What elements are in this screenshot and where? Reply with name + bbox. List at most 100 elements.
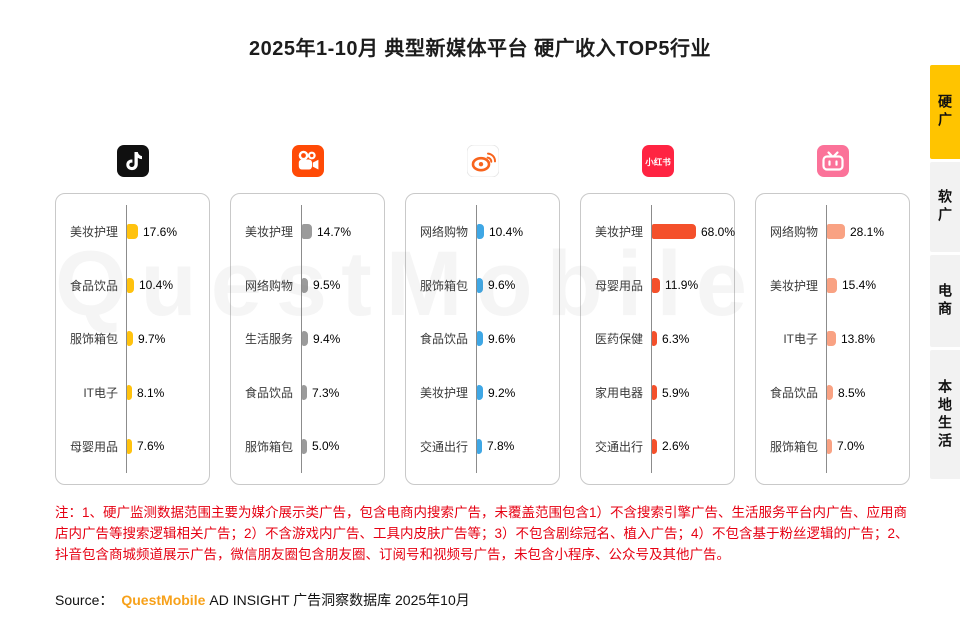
- industry-label: 美妆护理: [69, 225, 118, 240]
- bar: [827, 385, 833, 401]
- bar-value: 9.4%: [313, 331, 341, 346]
- bar: [477, 331, 483, 347]
- bar: [827, 277, 837, 293]
- industry-label: IT电子: [83, 386, 118, 401]
- bar: [127, 331, 133, 347]
- bar-area: 10.4%: [476, 205, 553, 259]
- source-suffix: AD INSIGHT 广告洞察数据库 2025年10月: [209, 592, 470, 608]
- bar-area: 11.9%: [651, 258, 728, 313]
- bar-area: 8.5%: [826, 365, 903, 420]
- platform-panel-xiaohongshu: 小红书美妆护理 68.0% 母婴用品 11.9% 医药保健 6.3% 家用电器 5.9% 交通出…: [580, 145, 735, 485]
- industry-row: 服饰箱包 7.0%: [758, 419, 903, 473]
- bar: [827, 438, 832, 454]
- industry-label: 生活服务: [244, 332, 293, 347]
- kuaishou-icon: [291, 145, 324, 177]
- bar-area: 2.6%: [651, 419, 728, 473]
- bilibili-icon: [816, 145, 849, 177]
- bar-value: 11.9%: [665, 278, 699, 293]
- side-tab-soft-ad[interactable]: 软广: [930, 162, 960, 252]
- side-tab-local-life[interactable]: 本地生活: [930, 350, 960, 479]
- footnote-text: 注：1、硬广监测数据范围主要为媒介展示类广告，包含电商内搜索广告，未覆盖范围包含…: [55, 505, 909, 562]
- bar-value: 9.6%: [488, 278, 516, 293]
- industry-label: 服饰箱包: [244, 439, 293, 454]
- bar-area: 9.7%: [126, 312, 203, 366]
- bar-area: 17.6%: [126, 205, 203, 259]
- bar-area: 9.4%: [301, 312, 378, 366]
- side-tab-hard-ad[interactable]: 硬广: [930, 65, 960, 159]
- bar-value: 2.6%: [662, 439, 690, 454]
- bar-area: 15.4%: [826, 258, 903, 313]
- bar: [477, 438, 482, 454]
- bar-value: 8.1%: [137, 385, 165, 400]
- platform-panels: 美妆护理 17.6% 食品饮品 10.4% 服饰箱包 9.7% IT电子 8.1% 母婴用品 7.…: [55, 145, 910, 485]
- bar-value: 15.4%: [842, 278, 877, 293]
- bar-value: 9.5%: [313, 278, 341, 293]
- platform-panel-douyin: 美妆护理 17.6% 食品饮品 10.4% 服饰箱包 9.7% IT电子 8.1% 母婴用品 7.…: [55, 145, 210, 485]
- bar-value: 68.0%: [701, 224, 736, 239]
- bar-area: 68.0%: [651, 205, 735, 259]
- bar-area: 9.5%: [301, 258, 378, 313]
- platform-panel-kuaishou: 美妆护理 14.7% 网络购物 9.5% 生活服务 9.4% 食品饮品 7.3% 服饰箱包 5.0…: [230, 145, 385, 485]
- industry-row: 交通出行 2.6%: [583, 419, 728, 473]
- industry-row: 服饰箱包 9.7%: [58, 312, 203, 366]
- source-line: Source： QuestMobile AD INSIGHT 广告洞察数据库 202…: [55, 590, 470, 610]
- industry-label: 母婴用品: [594, 278, 643, 293]
- bar-area: 5.0%: [301, 419, 378, 473]
- industry-label: 母婴用品: [69, 439, 118, 454]
- bar-area: 7.8%: [476, 419, 553, 473]
- bar: [127, 277, 134, 293]
- bar-area: 9.2%: [476, 365, 553, 420]
- industry-label: 网络购物: [769, 225, 818, 240]
- bar: [652, 224, 696, 240]
- bar-value: 8.5%: [838, 385, 866, 400]
- industry-label: 网络购物: [244, 278, 293, 293]
- bar-value: 9.6%: [488, 331, 516, 346]
- industry-row: 食品饮品 9.6%: [408, 312, 553, 366]
- industry-row: 母婴用品 7.6%: [58, 419, 203, 473]
- bar: [302, 385, 307, 401]
- bar-value: 7.6%: [137, 439, 165, 454]
- bar-area: 9.6%: [476, 312, 553, 366]
- industry-row: 医药保健 6.3%: [583, 312, 728, 366]
- bar-value: 7.8%: [487, 439, 515, 454]
- industry-row: 美妆护理 68.0%: [583, 205, 735, 259]
- side-tab-ecommerce[interactable]: 电商: [930, 255, 960, 347]
- industry-row: 美妆护理 9.2%: [408, 365, 553, 420]
- bar: [127, 438, 132, 454]
- bar-value: 10.4%: [139, 278, 174, 293]
- industry-label: 美妆护理: [419, 386, 468, 401]
- top5-box-weibo: 网络购物 10.4% 服饰箱包 9.6% 食品饮品 9.6% 美妆护理 9.2% 交通出行 7.8…: [405, 193, 560, 485]
- industry-label: 网络购物: [419, 225, 468, 240]
- top5-box-kuaishou: 美妆护理 14.7% 网络购物 9.5% 生活服务 9.4% 食品饮品 7.3% 服饰箱包 5.0…: [230, 193, 385, 485]
- bar-value: 7.0%: [837, 439, 865, 454]
- page-title: 2025年1-10月 典型新媒体平台 硬广收入TOP5行业: [248, 38, 711, 60]
- bar-area: 13.8%: [826, 312, 903, 366]
- industry-label: 家用电器: [594, 386, 643, 401]
- xiaohongshu-icon: 小红书: [641, 145, 674, 177]
- bar-value: 5.9%: [662, 385, 690, 400]
- platform-panel-weibo: 网络购物 10.4% 服饰箱包 9.6% 食品饮品 9.6% 美妆护理 9.2% 交通出行 7.8…: [405, 145, 560, 485]
- industry-label: 交通出行: [419, 439, 468, 454]
- industry-row: 网络购物 9.5%: [233, 258, 378, 313]
- bar: [652, 277, 660, 293]
- industry-label: 食品饮品: [69, 278, 118, 293]
- industry-label: 食品饮品: [419, 332, 468, 347]
- bar: [652, 385, 657, 401]
- industry-row: 生活服务 9.4%: [233, 312, 378, 366]
- side-tabs: 硬广 软广 电商 本地生活: [930, 65, 960, 479]
- bar-value: 6.3%: [662, 331, 690, 346]
- bar: [302, 438, 307, 454]
- bar: [477, 385, 483, 401]
- industry-row: 食品饮品 8.5%: [758, 365, 903, 420]
- source-brand: QuestMobile: [121, 592, 206, 608]
- bar: [302, 331, 308, 347]
- industry-label: 食品饮品: [244, 386, 293, 401]
- industry-row: 网络购物 28.1%: [758, 205, 903, 259]
- industry-label: 服饰箱包: [69, 332, 118, 347]
- bar: [477, 224, 484, 240]
- bar-area: 7.0%: [826, 419, 903, 473]
- svg-text:小红书: 小红书: [644, 157, 671, 167]
- top5-box-bilibili: 网络购物 28.1% 美妆护理 15.4% IT电子 13.8% 食品饮品 8.5% 服饰箱包 7…: [755, 193, 910, 485]
- industry-row: 服饰箱包 9.6%: [408, 258, 553, 313]
- industry-row: 美妆护理 14.7%: [233, 205, 378, 259]
